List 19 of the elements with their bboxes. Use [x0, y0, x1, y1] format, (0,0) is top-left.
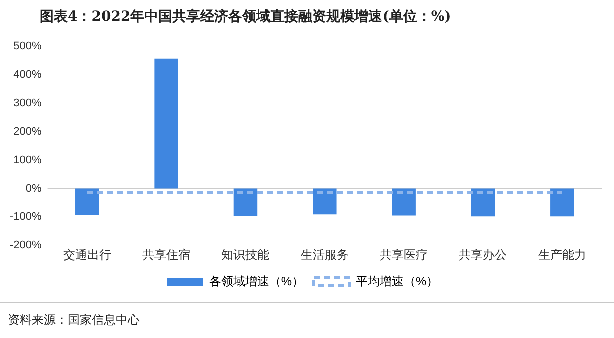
- y-tick-label: 100%: [14, 154, 42, 166]
- x-tick-label: 生产能力: [538, 248, 586, 262]
- x-tick-label: 共享办公: [459, 248, 508, 262]
- legend-label: 平均增速（%）: [356, 274, 439, 288]
- y-tick-label: 200%: [14, 126, 42, 138]
- x-tick-label: 共享住宿: [142, 248, 191, 262]
- y-tick-label: 400%: [14, 69, 42, 82]
- y-tick-label: -100%: [10, 211, 42, 224]
- x-tick-label: 共享医疗: [380, 248, 428, 262]
- text: 资料来源：国家信息中心: [8, 312, 140, 329]
- legend-label: 各领域增速（%）: [209, 274, 304, 288]
- x-tick-label: 交通出行: [63, 248, 112, 262]
- y-tick-label: 500%: [14, 40, 42, 53]
- x-tick-label: 知识技能: [222, 248, 270, 262]
- chart-title: 图表4：2022年中国共享经济各领域直接融资规模增速(单位：%): [40, 8, 452, 26]
- y-tick-label: 0%: [26, 182, 42, 195]
- x-tick-label: 生活服务: [300, 248, 349, 262]
- y-tick-label: 300%: [14, 97, 42, 110]
- y-tick-label: -200%: [10, 240, 42, 252]
